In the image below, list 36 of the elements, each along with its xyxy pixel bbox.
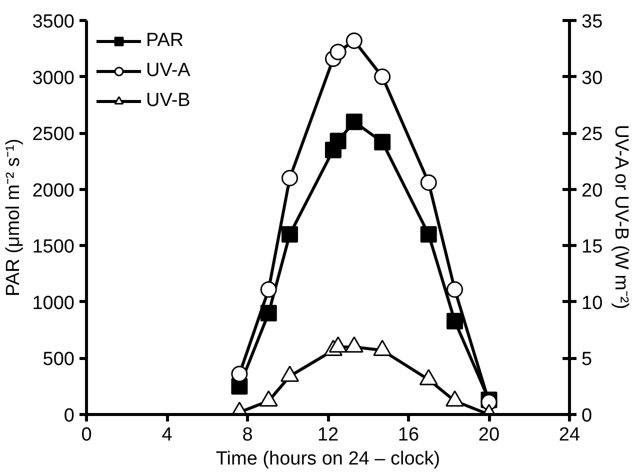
point bbox=[346, 114, 362, 130]
y2-tick-label: 25 bbox=[582, 124, 603, 146]
legend-label: UV-A bbox=[146, 60, 190, 82]
point bbox=[374, 134, 391, 150]
x-tick-label: 24 bbox=[558, 424, 580, 446]
y2-tick-label: 35 bbox=[582, 12, 603, 32]
x-axis-title: Time (hours on 24 – clock) bbox=[216, 448, 440, 470]
y-tick-label: 2000 bbox=[32, 180, 75, 202]
y2-tick-label: 30 bbox=[582, 68, 603, 89]
x-tick-label: 16 bbox=[398, 424, 420, 446]
x-tick-label: 12 bbox=[317, 424, 339, 446]
legend-label: UV-B bbox=[146, 90, 190, 112]
y-tick-label: 1000 bbox=[32, 292, 75, 314]
x-tick-label: 0 bbox=[81, 424, 92, 446]
y2-tick-label: 0 bbox=[582, 406, 592, 426]
x-tick-label: 4 bbox=[162, 424, 173, 446]
point bbox=[330, 132, 346, 150]
x-tick-label: 20 bbox=[478, 424, 500, 446]
x-tick-label: 8 bbox=[242, 424, 253, 446]
y2-tick-label: 10 bbox=[582, 292, 603, 314]
y-tick-label: 0 bbox=[64, 406, 75, 426]
y-tick-label: 500 bbox=[42, 349, 74, 370]
point bbox=[260, 304, 277, 322]
y2-axis-title: UV-A or UV-B (W m⁻²) bbox=[610, 124, 632, 310]
legend-label: PAR bbox=[146, 30, 184, 52]
y2-tick-label: 15 bbox=[582, 236, 603, 258]
y-tick-label: 2500 bbox=[32, 124, 75, 146]
y2-tick-label: 20 bbox=[582, 180, 603, 202]
point bbox=[420, 226, 437, 243]
y-axis-title: PAR (μmol m⁻² s⁻¹) bbox=[3, 138, 24, 296]
point bbox=[282, 226, 298, 243]
point bbox=[446, 312, 464, 330]
y-tick-label: 3500 bbox=[32, 12, 75, 32]
y-tick-label: 1500 bbox=[32, 236, 75, 258]
y-tick-label: 3000 bbox=[32, 68, 75, 89]
y2-tick-label: 5 bbox=[582, 349, 592, 370]
